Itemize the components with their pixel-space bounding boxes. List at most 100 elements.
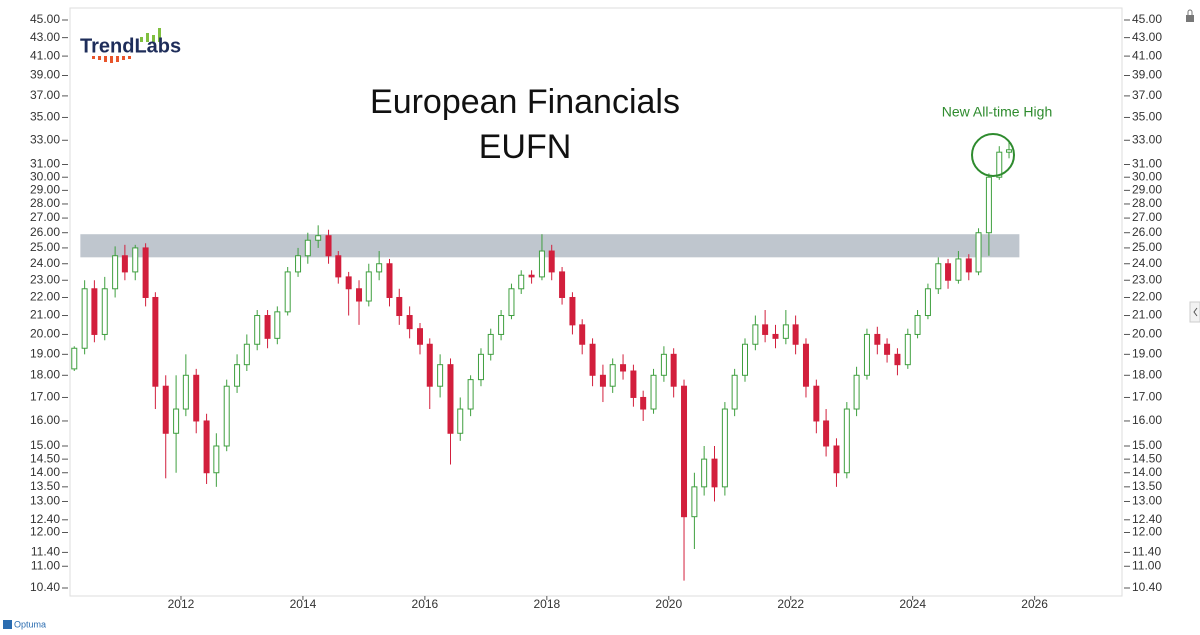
candle-body	[985, 176, 992, 234]
candle-body	[894, 353, 901, 366]
candle-body	[426, 343, 433, 387]
candle-body	[487, 333, 494, 355]
candle-body	[315, 235, 322, 241]
y-tick-label: 27.00	[30, 210, 60, 224]
candle-body	[996, 151, 1003, 178]
x-tick-label: 2014	[290, 597, 317, 611]
y-tick-label: 12.00	[30, 525, 60, 539]
candle-body	[914, 315, 921, 335]
candle-body	[630, 370, 637, 398]
candle-body	[538, 250, 545, 278]
y2-tick-label: 41.00	[1132, 48, 1162, 62]
candle-body	[274, 311, 281, 339]
y2-tick-label: 25.00	[1132, 240, 1162, 254]
candle-body	[304, 239, 311, 257]
candle-body	[660, 353, 667, 376]
candle-body	[731, 374, 738, 410]
candle-body	[681, 385, 688, 518]
y-tick-label: 18.00	[30, 367, 60, 381]
candle-body	[91, 288, 98, 335]
candle-body	[650, 374, 657, 410]
candle-body	[569, 296, 576, 326]
y2-tick-label: 17.00	[1132, 390, 1162, 404]
y-tick-label: 13.00	[30, 494, 60, 508]
candle-body	[234, 364, 241, 387]
lock-icon	[1186, 9, 1194, 22]
y2-tick-label: 12.00	[1132, 525, 1162, 539]
x-tick-label: 2018	[533, 597, 560, 611]
candle-body	[670, 353, 677, 387]
logo-text: TrendLabs	[80, 35, 181, 57]
candle-body	[802, 343, 809, 387]
candle-body	[173, 408, 180, 434]
y2-tick-label: 10.40	[1132, 580, 1162, 594]
candle-body	[396, 296, 403, 317]
candle-body	[477, 353, 484, 381]
y-tick-label: 24.00	[30, 256, 60, 270]
y-tick-label: 25.00	[30, 240, 60, 254]
candle-body	[924, 288, 931, 317]
candle-body	[813, 385, 820, 422]
y2-tick-label: 22.00	[1132, 290, 1162, 304]
candle-body	[691, 486, 698, 518]
candle-body	[223, 385, 230, 447]
y-tick-label: 29.00	[30, 183, 60, 197]
candle-body	[863, 333, 870, 376]
x-tick-label: 2022	[777, 597, 804, 611]
y2-tick-label: 28.00	[1132, 196, 1162, 210]
plot-frame	[69, 7, 1123, 597]
candle-body	[508, 288, 515, 317]
candle-body	[467, 379, 474, 410]
y2-tick-label: 18.00	[1132, 367, 1162, 381]
candle-body	[975, 232, 982, 273]
footer: Optuma	[3, 619, 46, 629]
candle-body	[742, 343, 748, 376]
y2-tick-label: 12.40	[1132, 512, 1162, 526]
candle-body	[853, 374, 860, 410]
candle-body	[254, 315, 261, 345]
candle-body	[437, 364, 444, 387]
y-tick-label: 39.00	[30, 68, 60, 82]
candle-body	[376, 263, 383, 273]
y-tick-label: 14.50	[30, 451, 60, 465]
candle-body	[752, 324, 759, 345]
y2-tick-label: 14.50	[1132, 451, 1162, 465]
logo: TrendLabs	[80, 28, 181, 63]
y2-tick-label: 29.00	[1132, 183, 1162, 197]
candle-body	[81, 288, 88, 349]
candle-body	[356, 288, 363, 302]
y-tick-label: 15.00	[30, 438, 60, 452]
x-tick-label: 2012	[168, 597, 195, 611]
candle-body	[101, 288, 108, 335]
y2-tick-label: 45.00	[1132, 12, 1162, 26]
highlight-circle	[971, 133, 1015, 177]
side-tab[interactable]	[1189, 301, 1200, 323]
candle-body	[640, 396, 647, 410]
candle-body	[955, 258, 962, 281]
y-tick-label: 33.00	[30, 132, 60, 146]
y2-tick-label: 27.00	[1132, 210, 1162, 224]
candle-body	[295, 255, 302, 273]
candle-body	[843, 408, 850, 474]
candle-body	[182, 374, 189, 410]
y-tick-label: 10.40	[30, 580, 60, 594]
y-tick-label: 37.00	[30, 88, 60, 102]
candle-body	[965, 258, 972, 273]
candle-body	[620, 364, 627, 372]
candle-body	[884, 343, 891, 355]
candle-body	[213, 445, 220, 474]
footer-text: Optuma	[14, 619, 46, 629]
candle-body	[193, 374, 200, 422]
candle-body	[559, 271, 566, 298]
y2-tick-label: 11.40	[1132, 545, 1161, 559]
resistance-band	[80, 234, 1020, 258]
candle-body	[112, 255, 119, 290]
y2-tick-label: 19.00	[1132, 347, 1162, 361]
y-tick-label: 45.00	[30, 12, 60, 26]
candle-body	[904, 333, 911, 366]
candle-body	[1006, 149, 1013, 153]
y-tick-label: 30.00	[30, 169, 60, 183]
x-tick-label: 2024	[899, 597, 926, 611]
y2-tick-label: 15.00	[1132, 438, 1162, 452]
candle-body	[701, 458, 708, 488]
